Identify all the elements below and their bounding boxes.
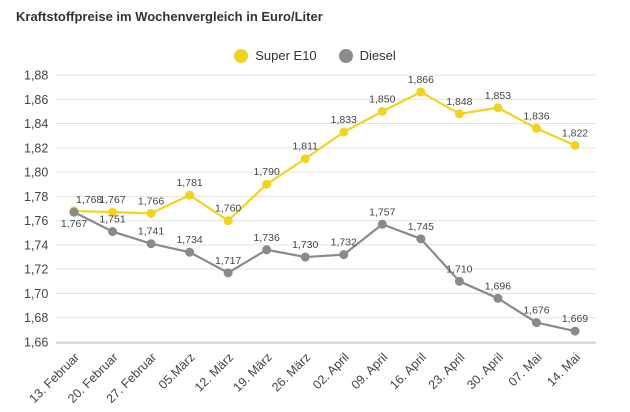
data-point-super-e10 [146, 208, 156, 218]
y-tick-label: 1,76 [24, 214, 48, 228]
data-label-diesel: 1,710 [446, 263, 472, 275]
x-tick-label: 14. Mai [544, 350, 583, 389]
data-point-super-e10 [570, 140, 580, 150]
legend-dot-super-e10 [234, 48, 249, 63]
x-tick-label: 09. April [349, 350, 391, 392]
legend-dot-diesel [338, 48, 353, 63]
data-point-diesel [454, 276, 464, 286]
legend-label-super-e10: Super E10 [255, 48, 317, 63]
data-label-diesel: 1,717 [215, 255, 241, 267]
chart-title: Kraftstoffpreise im Wochenvergleich in E… [16, 9, 323, 24]
data-point-diesel [377, 219, 387, 229]
data-label-super-e10: 1,781 [176, 177, 202, 189]
x-tick-label: 26. März [269, 350, 313, 394]
x-tick-label: 05.März [156, 350, 198, 392]
legend-item-super-e10: Super E10 [234, 48, 317, 63]
y-tick-label: 1,86 [24, 93, 48, 107]
data-label-super-e10: 1,768 [76, 194, 102, 206]
x-tick-label: 19. März [231, 350, 275, 394]
y-tick-label: 1,74 [24, 238, 48, 252]
data-label-diesel: 1,676 [523, 305, 549, 317]
data-point-diesel [69, 207, 79, 217]
data-label-diesel: 1,741 [138, 226, 164, 238]
data-label-super-e10: 1,866 [408, 74, 434, 86]
data-point-super-e10 [185, 190, 195, 200]
x-tick-label: 02. April [310, 350, 352, 392]
data-label-super-e10: 1,853 [485, 90, 511, 102]
y-tick-label: 1,66 [24, 336, 48, 350]
data-label-diesel: 1,736 [254, 232, 280, 244]
data-label-diesel: 1,732 [331, 237, 357, 249]
data-label-super-e10: 1,850 [369, 93, 395, 105]
data-label-super-e10: 1,767 [99, 194, 125, 206]
data-point-super-e10 [454, 109, 464, 119]
y-tick-label: 1,72 [24, 263, 48, 277]
data-label-diesel: 1,734 [176, 234, 202, 246]
data-label-super-e10: 1,848 [446, 96, 472, 108]
data-label-diesel: 1,745 [408, 221, 434, 233]
legend-label-diesel: Diesel [359, 48, 396, 63]
data-point-diesel [300, 252, 310, 262]
y-tick-label: 1,68 [24, 311, 48, 325]
y-tick-label: 1,82 [24, 141, 48, 155]
series-line-super-e10 [73, 90, 576, 222]
data-point-diesel [531, 318, 541, 328]
data-label-super-e10: 1,766 [138, 195, 164, 207]
y-tick-label: 1,78 [24, 190, 48, 204]
data-label-diesel: 1,757 [369, 206, 395, 218]
x-tick-label: 16. April [387, 350, 429, 392]
data-label-super-e10: 1,833 [331, 114, 357, 126]
data-point-super-e10 [531, 123, 541, 133]
data-label-diesel: 1,751 [99, 214, 125, 226]
data-point-diesel [185, 247, 195, 257]
y-tick-label: 1,70 [24, 287, 48, 301]
data-label-diesel: 1,767 [61, 218, 87, 230]
x-tick-label: 30. April [464, 350, 506, 392]
data-point-super-e10 [377, 106, 387, 116]
series-line-diesel [73, 211, 576, 333]
data-point-diesel [262, 245, 272, 255]
y-tick-label: 1,84 [24, 117, 48, 131]
data-point-super-e10 [108, 207, 118, 217]
data-point-super-e10 [223, 216, 233, 226]
data-point-super-e10 [493, 103, 503, 113]
data-point-diesel [493, 293, 503, 303]
data-label-super-e10: 1,836 [523, 110, 549, 122]
data-point-super-e10 [416, 87, 426, 97]
data-point-super-e10 [300, 154, 310, 164]
y-tick-label: 1,88 [24, 69, 48, 83]
data-label-diesel: 1,730 [292, 239, 318, 251]
data-point-diesel [570, 326, 580, 336]
data-point-diesel [416, 234, 426, 244]
x-tick-label: 12. März [192, 350, 236, 394]
data-label-super-e10: 1,790 [254, 166, 280, 178]
data-point-diesel [146, 239, 156, 249]
data-point-super-e10 [339, 127, 349, 137]
data-label-super-e10: 1,760 [215, 203, 241, 215]
legend: Super E10 Diesel [0, 48, 630, 63]
x-tick-label: 07. Mai [506, 350, 545, 389]
legend-item-diesel: Diesel [338, 48, 396, 63]
x-tick-label: 23. April [426, 350, 468, 392]
data-point-diesel [223, 268, 233, 278]
data-point-super-e10 [262, 179, 272, 189]
data-point-diesel [108, 227, 118, 237]
data-label-super-e10: 1,822 [562, 127, 588, 139]
data-label-diesel: 1,696 [485, 280, 511, 292]
y-tick-label: 1,80 [24, 166, 48, 180]
data-point-diesel [339, 250, 349, 260]
data-label-super-e10: 1,811 [292, 141, 318, 153]
data-label-diesel: 1,669 [562, 313, 588, 325]
